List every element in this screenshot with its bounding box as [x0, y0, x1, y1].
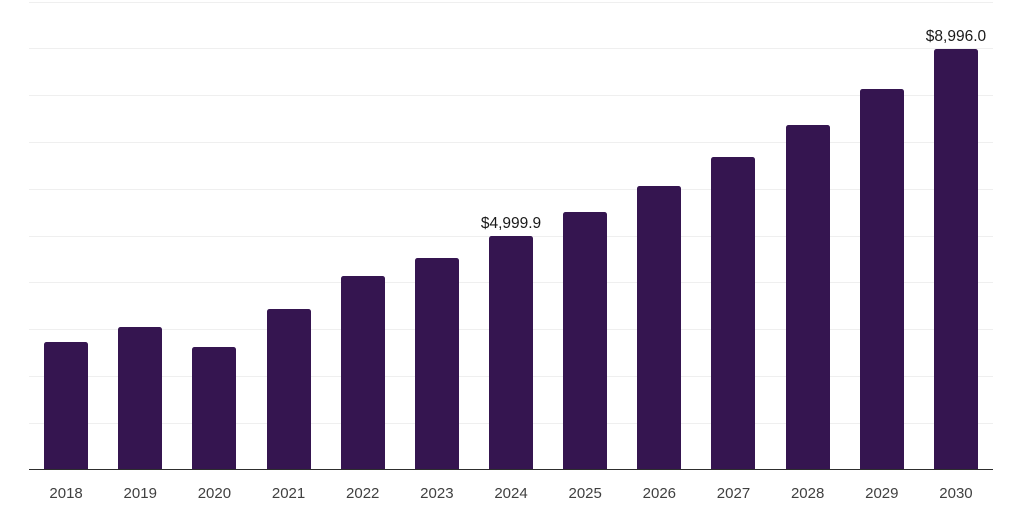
x-tick-label-2018: 2018: [49, 485, 83, 502]
x-tick-label-2027: 2027: [716, 485, 751, 502]
data-label-2030: $8,996.0: [925, 27, 987, 45]
bar-2023: [414, 257, 459, 470]
bars-row: $4,999.9 $8,996.0: [29, 2, 993, 470]
gridline-10000: [29, 1, 993, 3]
bar-2019: [118, 327, 163, 470]
bar-slot-2020: [177, 2, 251, 470]
bar-slot-2022: [326, 2, 400, 470]
x-tick-label-2024: 2024: [494, 485, 528, 502]
bar-slot-2018: [29, 2, 103, 470]
x-tick-label-2030: 2030: [939, 485, 973, 502]
x-axis-labels: 2018 2019 2020 2021 2022 2023 2024 2025 2026 2027…: [29, 470, 993, 501]
x-tick-label-2023: 2023: [420, 485, 454, 502]
x-tick-label-2019: 2019: [123, 485, 157, 502]
x-tick-label-2029: 2029: [865, 485, 899, 502]
bar-2024: $4,999.9: [481, 216, 541, 470]
bar-2030: $8,996.0: [926, 28, 986, 470]
bar-slot-2027: [696, 2, 770, 470]
bar-slot-2026: [622, 2, 696, 470]
x-tick-label-2025: 2025: [568, 485, 602, 502]
x-tick-label-2021: 2021: [271, 485, 306, 502]
bar-2027: [711, 156, 756, 470]
bar-2026: [637, 185, 682, 470]
data-label-2024: $4,999.9: [480, 214, 542, 232]
bar-slot-2029: [845, 2, 919, 470]
bar-slot-2021: [251, 2, 325, 470]
bar-2022: [340, 276, 385, 470]
bar-2025: [563, 212, 608, 470]
bar-2029: [859, 88, 904, 470]
plot-area: $4,999.9 $8,996.0: [29, 1, 993, 470]
bar-2021: [266, 309, 311, 470]
gridline-9000: [29, 48, 993, 50]
bar-slot-2028: [771, 2, 845, 470]
bar-slot-2025: [548, 2, 622, 470]
bar-slot-2030: $8,996.0: [919, 2, 993, 470]
gridline-7000: [29, 141, 993, 143]
gridline-5000: [29, 235, 993, 237]
gridline-6000: [29, 188, 993, 190]
bar-slot-2019: [103, 2, 177, 470]
x-axis-line: [29, 469, 993, 470]
x-tick-label-2022: 2022: [346, 485, 380, 502]
gridline-8000: [29, 95, 993, 97]
x-tick-label-2028: 2028: [790, 485, 825, 502]
bar-2028: [785, 124, 830, 470]
bar-slot-2023: [400, 2, 474, 470]
bar-slot-2024: $4,999.9: [474, 2, 548, 470]
x-tick-label-2026: 2026: [642, 485, 677, 502]
x-tick-label-2020: 2020: [197, 485, 232, 502]
bar-2018: [44, 341, 89, 470]
bar-2020: [192, 347, 237, 470]
